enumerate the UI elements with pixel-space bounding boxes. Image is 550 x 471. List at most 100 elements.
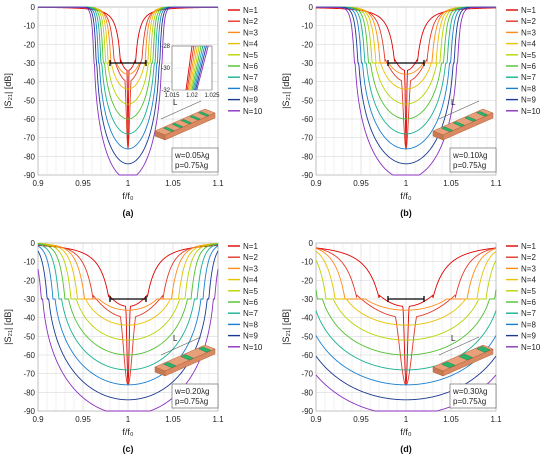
series-line-n10 bbox=[38, 6, 218, 176]
substrate-side bbox=[442, 112, 494, 141]
legend-entry: N=8 bbox=[521, 84, 536, 93]
y-tick-label: -90 bbox=[23, 171, 35, 180]
metal-strip bbox=[171, 122, 184, 129]
x-tick-label: 0.9 bbox=[310, 415, 322, 424]
inset-series-line bbox=[186, 45, 195, 91]
y-axis-label: |S₂₁| [dB] bbox=[3, 309, 13, 345]
series-line-n7 bbox=[315, 310, 497, 371]
length-label: L bbox=[173, 98, 178, 107]
y-tick-label: -20 bbox=[301, 40, 313, 49]
legend-entry: N=8 bbox=[243, 84, 258, 93]
legend-entry: N=9 bbox=[521, 332, 536, 341]
y-tick-label: -90 bbox=[23, 407, 35, 416]
length-label: L bbox=[173, 334, 178, 343]
y-tick-label: -40 bbox=[23, 78, 35, 87]
series-line-n7 bbox=[37, 243, 219, 371]
width-parameter: w=0.05λg bbox=[174, 151, 209, 160]
panel-caption: (c) bbox=[123, 444, 134, 454]
legend-entry: N=7 bbox=[243, 309, 258, 318]
metal-strip bbox=[476, 111, 489, 117]
legend-entry: N=9 bbox=[243, 332, 258, 341]
x-tick-label: 1 bbox=[404, 415, 409, 424]
panel-caption: (a) bbox=[123, 208, 134, 218]
y-tick-label: -20 bbox=[23, 276, 35, 285]
y-tick-label: -80 bbox=[301, 388, 313, 397]
legend-entry: N=8 bbox=[521, 320, 536, 329]
metal-strip bbox=[441, 361, 456, 368]
parameter-box bbox=[171, 147, 219, 173]
y-tick-label: -10 bbox=[23, 258, 35, 267]
legend-entry: N=10 bbox=[243, 107, 263, 116]
x-tick-label: 0.95 bbox=[75, 415, 91, 424]
legend-entry: N=9 bbox=[243, 96, 258, 105]
stub-illustration: L bbox=[432, 98, 494, 141]
y-tick-label: -30 bbox=[301, 59, 313, 68]
x-tick-label: 1.1 bbox=[212, 415, 224, 424]
legend-entry: N=5 bbox=[521, 287, 536, 296]
x-tick-label: 0.95 bbox=[353, 179, 369, 188]
y-tick-label: -70 bbox=[301, 134, 313, 143]
metal-strip bbox=[441, 126, 454, 132]
inset-x-tick: 1.015 bbox=[164, 93, 180, 99]
parameter-box bbox=[449, 147, 497, 173]
y-tick-label: -10 bbox=[301, 258, 313, 267]
legend-entry: N=1 bbox=[521, 242, 536, 251]
y-tick-label: -60 bbox=[23, 115, 35, 124]
inset-series-line bbox=[190, 45, 200, 91]
metal-strip bbox=[163, 362, 177, 368]
x-tick-label: 1 bbox=[126, 179, 131, 188]
stub-illustration: L bbox=[154, 98, 216, 141]
panel-a: 0 -10 -20 -30 -40 -50 -60 -70 -80 -900.9 0.95 1 1.05… bbox=[3, 3, 263, 218]
length-dimension-line bbox=[160, 100, 202, 120]
legend-entry: N=4 bbox=[521, 40, 536, 49]
pitch-parameter: p=0.75λg bbox=[453, 161, 486, 170]
y-tick-label: -80 bbox=[23, 152, 35, 161]
inset-y-tick: -30 bbox=[161, 66, 170, 72]
pitch-parameter: p=0.75λg bbox=[175, 397, 208, 406]
x-tick-label: 0.95 bbox=[353, 415, 369, 424]
y-tick-label: -70 bbox=[301, 370, 313, 379]
legend-entry: N=2 bbox=[243, 17, 258, 26]
legend-entry: N=5 bbox=[521, 51, 536, 60]
y-tick-label: -70 bbox=[23, 134, 35, 143]
substrate-side bbox=[442, 348, 494, 377]
x-tick-label: 1.1 bbox=[490, 179, 502, 188]
x-axis-label: f/f₀ bbox=[400, 427, 412, 437]
y-tick-label: -40 bbox=[23, 314, 35, 323]
x-tick-label: 1 bbox=[404, 179, 409, 188]
y-tick-label: -40 bbox=[301, 314, 313, 323]
inset-series-line bbox=[189, 45, 198, 91]
y-tick-label: -60 bbox=[23, 351, 35, 360]
x-tick-label: 1.05 bbox=[443, 415, 459, 424]
y-axis-label: |S₂₁| [dB] bbox=[281, 73, 291, 109]
x-tick-label: 1.1 bbox=[212, 179, 224, 188]
inset-series-line bbox=[191, 45, 202, 91]
legend-entry: N=5 bbox=[243, 287, 258, 296]
width-parameter: w=0.10λg bbox=[452, 151, 487, 160]
y-tick-label: -10 bbox=[301, 22, 313, 31]
series-line-n10 bbox=[315, 6, 497, 176]
length-dimension-line bbox=[160, 336, 202, 356]
series-line-n4 bbox=[37, 243, 219, 326]
pitch-parameter: p=0.75λg bbox=[453, 397, 486, 406]
x-axis-label: f/f₀ bbox=[122, 191, 134, 201]
metal-strip bbox=[180, 119, 193, 125]
legend-entry: N=3 bbox=[243, 28, 258, 37]
x-tick-label: 1.1 bbox=[490, 415, 502, 424]
y-tick-label: -80 bbox=[23, 388, 35, 397]
x-tick-label: 0.9 bbox=[310, 179, 322, 188]
legend-entry: N=1 bbox=[243, 6, 258, 15]
y-tick-label: -80 bbox=[301, 152, 313, 161]
x-tick-label: 1.05 bbox=[165, 415, 181, 424]
legend-entry: N=2 bbox=[521, 253, 536, 262]
series-line-n6 bbox=[315, 289, 497, 356]
inset-y-tick: -32 bbox=[161, 88, 170, 94]
panel-caption: (d) bbox=[400, 444, 412, 454]
legend-entry: N=4 bbox=[243, 276, 258, 285]
series-line-n6 bbox=[37, 243, 219, 356]
y-tick-label: -30 bbox=[23, 59, 35, 68]
legend-entry: N=8 bbox=[243, 320, 258, 329]
metal-strip bbox=[464, 116, 477, 122]
metal-strip bbox=[198, 111, 210, 117]
series-line-n5 bbox=[315, 259, 497, 341]
